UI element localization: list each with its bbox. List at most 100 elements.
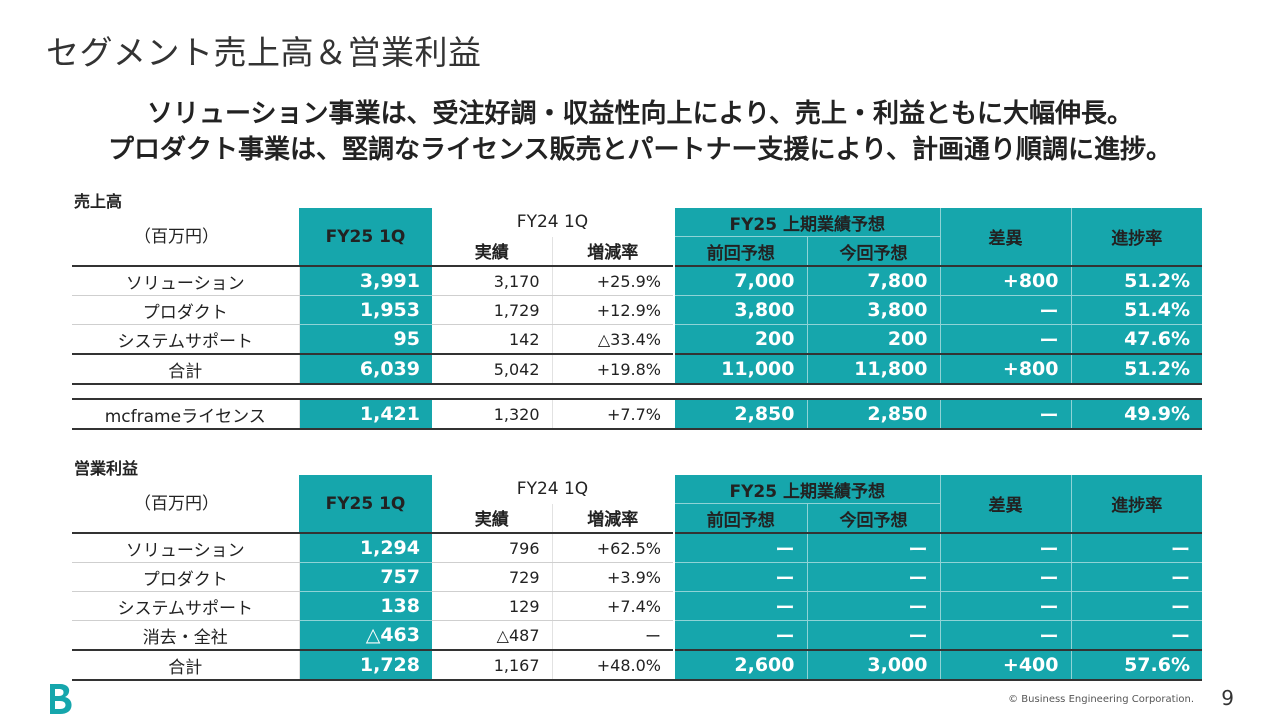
cell-curr: 7,800 (806, 265, 940, 296)
cell-progress: 51.2% (1070, 265, 1202, 296)
header-change: 増減率 (551, 236, 674, 266)
table-row: システムサポート 95 142 △33.4% 200 200 ー 47.6% (72, 324, 1202, 355)
row-label: プロダクト (72, 562, 300, 592)
table-row: 消去・全社 △463 △487 ー ー ー ー ー (72, 620, 1202, 651)
cell-fy24: 1,729 (432, 295, 552, 325)
cell-diff: ー (939, 562, 1071, 592)
cell-fy25: 1,728 (299, 649, 432, 681)
row-label: mcframeライセンス (72, 398, 300, 430)
cell-progress: ー (1070, 532, 1202, 563)
cell-fy24: 1,167 (432, 649, 552, 681)
cell-curr: 11,800 (806, 353, 940, 385)
cell-prev: ー (673, 562, 807, 592)
cell-fy25: 1,294 (299, 532, 432, 563)
cell-curr: 200 (806, 324, 940, 355)
unit-label: （百万円） (134, 227, 219, 247)
table-row: ソリューション 1,294 796 +62.5% ー ー ー ー (72, 532, 1202, 563)
header-progress: 進捗率 (1070, 208, 1202, 266)
cell-fy24: 5,042 (432, 353, 552, 385)
sales-section-label: 売上高 (74, 192, 123, 211)
cell-fy24: 796 (432, 532, 552, 563)
table-row: システムサポート 138 129 +7.4% ー ー ー ー (72, 591, 1202, 621)
cell-fy24: △487 (432, 620, 552, 651)
header-fy25-1q: FY25 1Q (299, 475, 432, 533)
cell-curr: 3,800 (806, 295, 940, 325)
row-label: 消去・全社 (72, 620, 300, 651)
headline: ソリューション事業は、受注好調・収益性向上により、売上・利益ともに大幅伸長。 プ… (0, 96, 1280, 168)
cell-fy24: 729 (432, 562, 552, 592)
cell-progress: ー (1070, 562, 1202, 592)
table-row: ソリューション 3,991 3,170 +25.9% 7,000 7,800 +… (72, 265, 1202, 296)
table-row: プロダクト 1,953 1,729 +12.9% 3,800 3,800 ー 5… (72, 295, 1202, 325)
header-change: 増減率 (551, 503, 674, 533)
cell-progress: 47.6% (1070, 324, 1202, 355)
op-table: （百万円） FY25 1Q FY24 1Q FY25 上期業績予想 差異 進捗率… (72, 475, 1202, 681)
header-diff: 差異 (939, 475, 1071, 533)
cell-fy24: 142 (432, 324, 552, 355)
copyright-text: © Business Engineering Corporation. (1008, 694, 1194, 705)
headline-line-1: ソリューション事業は、受注好調・収益性向上により、売上・利益ともに大幅伸長。 (147, 99, 1133, 129)
cell-diff: +800 (939, 265, 1071, 296)
row-label: ソリューション (72, 532, 300, 563)
cell-fy25: 1,421 (299, 398, 432, 430)
header-prev-forecast: 前回予想 (673, 503, 807, 533)
table-row-total: 合計 6,039 5,042 +19.8% 11,000 11,800 +800… (72, 353, 1202, 385)
cell-change: △33.4% (551, 324, 674, 355)
cell-diff: +400 (939, 649, 1071, 681)
cell-change: +7.4% (551, 591, 674, 621)
op-section-label: 営業利益 (74, 459, 139, 478)
header-diff: 差異 (939, 208, 1071, 266)
header-forecast: FY25 上期業績予想 (673, 475, 940, 504)
cell-fy25: 757 (299, 562, 432, 592)
header-curr-forecast: 今回予想 (806, 503, 940, 533)
cell-prev: ー (673, 532, 807, 563)
cell-fy25: 3,991 (299, 265, 432, 296)
cell-diff: ー (939, 591, 1071, 621)
cell-curr: ー (806, 620, 940, 651)
cell-change: +12.9% (551, 295, 674, 325)
headline-line-2: プロダクト事業は、堅調なライセンス販売とパートナー支援により、計画通り順調に進捗… (108, 135, 1172, 165)
cell-fy25: 95 (299, 324, 432, 355)
header-fy25-1q: FY25 1Q (299, 208, 432, 266)
row-label: ソリューション (72, 265, 300, 296)
table-row: プロダクト 757 729 +3.9% ー ー ー ー (72, 562, 1202, 592)
cell-fy25: 1,953 (299, 295, 432, 325)
cell-change: +62.5% (551, 532, 674, 563)
cell-curr: 3,000 (806, 649, 940, 681)
cell-diff: ー (939, 295, 1071, 325)
cell-diff: ー (939, 398, 1071, 430)
row-label: プロダクト (72, 295, 300, 325)
table-row-mcframe: mcframeライセンス 1,421 1,320 +7.7% 2,850 2,8… (72, 398, 1202, 430)
cell-fy24: 3,170 (432, 265, 552, 296)
row-label: システムサポート (72, 324, 300, 355)
cell-fy25: 138 (299, 591, 432, 621)
cell-progress: 49.9% (1070, 398, 1202, 430)
cell-fy24: 129 (432, 591, 552, 621)
cell-diff: ー (939, 532, 1071, 563)
cell-progress: ー (1070, 591, 1202, 621)
sales-table: （百万円） FY25 1Q FY24 1Q FY25 上期業績予想 差異 進捗率… (72, 208, 1202, 385)
row-label: 合計 (72, 649, 300, 681)
unit-label: （百万円） (134, 494, 219, 514)
header-progress: 進捗率 (1070, 475, 1202, 533)
header-fy24-1q: FY24 1Q (516, 212, 589, 233)
cell-prev: 200 (673, 324, 807, 355)
cell-curr: ー (806, 532, 940, 563)
mcframe-table: mcframeライセンス 1,421 1,320 +7.7% 2,850 2,8… (72, 398, 1202, 430)
table-row-total: 合計 1,728 1,167 +48.0% 2,600 3,000 +400 5… (72, 649, 1202, 681)
page-title: セグメント売上高＆営業利益 (46, 33, 482, 72)
cell-progress: 57.6% (1070, 649, 1202, 681)
cell-prev: ー (673, 591, 807, 621)
cell-prev: 7,000 (673, 265, 807, 296)
cell-progress: 51.4% (1070, 295, 1202, 325)
cell-change: ー (551, 620, 674, 651)
cell-prev: 2,600 (673, 649, 807, 681)
header-prev-forecast: 前回予想 (673, 236, 807, 266)
cell-fy24: 1,320 (432, 398, 552, 430)
cell-change: +7.7% (551, 398, 674, 430)
cell-progress: 51.2% (1070, 353, 1202, 385)
row-label: 合計 (72, 353, 300, 385)
company-logo-icon (50, 684, 72, 714)
cell-curr: ー (806, 562, 940, 592)
cell-fy25: 6,039 (299, 353, 432, 385)
